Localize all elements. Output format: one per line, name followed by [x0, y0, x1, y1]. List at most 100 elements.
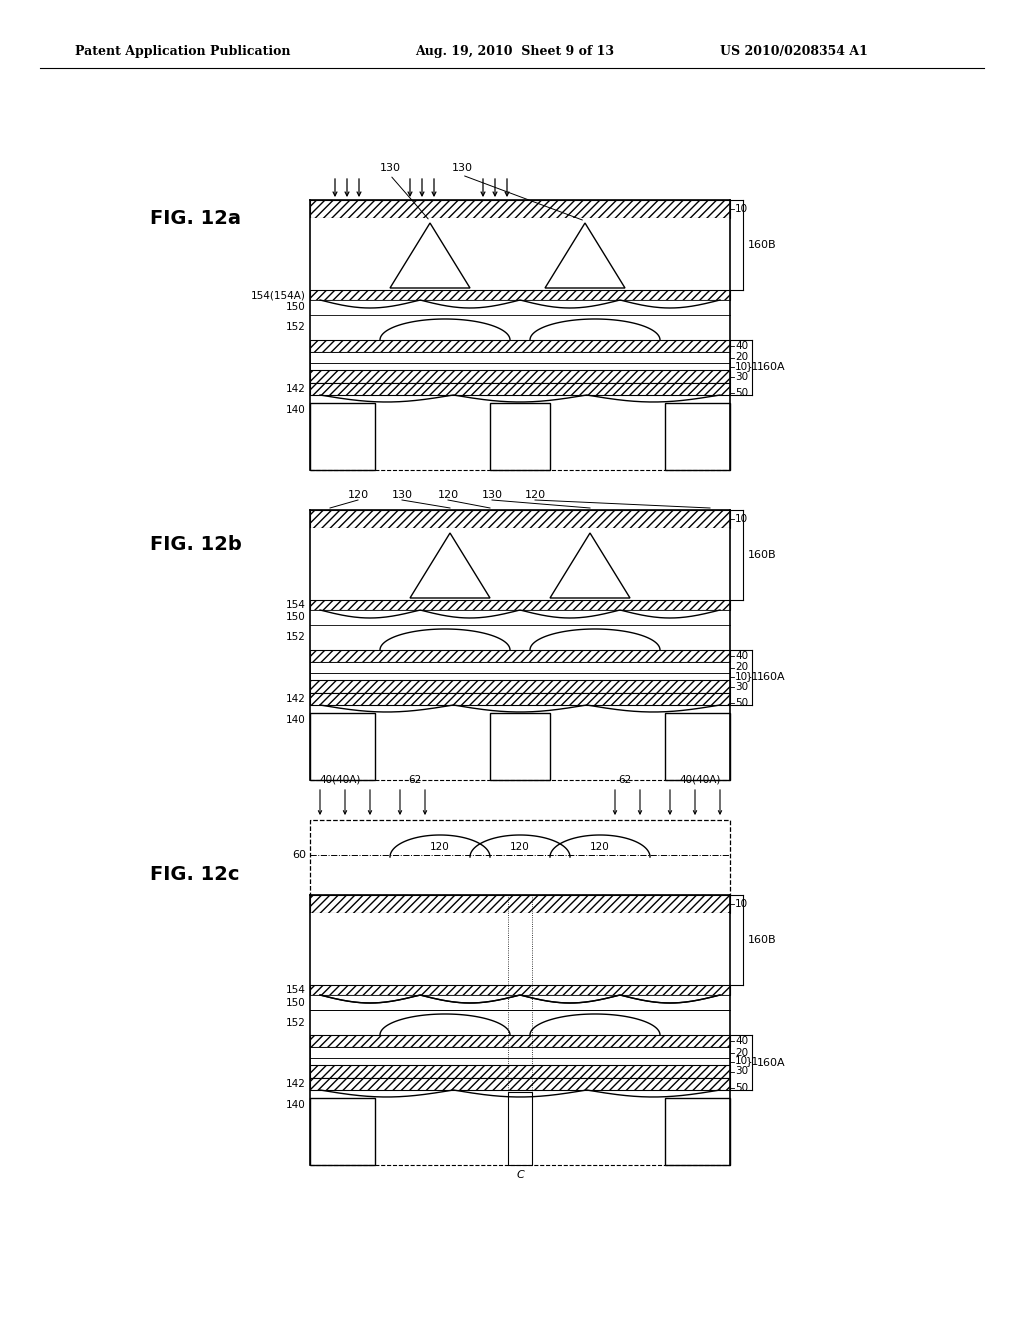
- Bar: [665, 1098, 730, 1166]
- Text: 152: 152: [286, 632, 306, 643]
- Text: 120: 120: [590, 842, 610, 851]
- Text: 120: 120: [524, 490, 546, 500]
- Bar: [665, 713, 730, 780]
- Bar: [310, 403, 375, 470]
- Bar: [310, 663, 730, 673]
- Text: FIG. 12c: FIG. 12c: [150, 866, 240, 884]
- Bar: [310, 528, 730, 601]
- Text: 154(154A): 154(154A): [251, 290, 306, 300]
- Text: 30: 30: [735, 1067, 749, 1077]
- Text: 60: 60: [292, 850, 306, 861]
- Text: 142: 142: [286, 1078, 306, 1089]
- Bar: [310, 913, 730, 985]
- Text: }1: }1: [746, 362, 759, 371]
- Bar: [310, 673, 730, 680]
- Text: 160A: 160A: [757, 1057, 785, 1068]
- Text: 150: 150: [287, 612, 306, 623]
- Bar: [310, 895, 730, 913]
- Text: 120: 120: [437, 490, 459, 500]
- Bar: [310, 995, 730, 1010]
- Text: 50: 50: [735, 388, 749, 399]
- Text: }1: }1: [746, 1056, 759, 1067]
- Text: Aug. 19, 2010  Sheet 9 of 13: Aug. 19, 2010 Sheet 9 of 13: [415, 45, 614, 58]
- Text: 130: 130: [452, 162, 472, 173]
- Bar: [310, 300, 730, 315]
- Text: 120: 120: [430, 842, 450, 851]
- Bar: [490, 403, 550, 470]
- Text: 50: 50: [735, 698, 749, 708]
- Text: 20: 20: [735, 352, 749, 363]
- Bar: [310, 218, 730, 290]
- Text: 140: 140: [287, 1100, 306, 1110]
- Text: 10: 10: [735, 672, 749, 681]
- Text: 10: 10: [735, 205, 749, 214]
- Text: 40: 40: [735, 341, 749, 351]
- Text: 130: 130: [380, 162, 400, 173]
- Bar: [508, 1092, 532, 1166]
- Text: 160A: 160A: [757, 672, 785, 682]
- Text: 120: 120: [510, 842, 529, 851]
- Text: 130: 130: [391, 490, 413, 500]
- Text: 30: 30: [735, 681, 749, 692]
- Bar: [310, 680, 730, 693]
- Text: Patent Application Publication: Patent Application Publication: [75, 45, 291, 58]
- Text: 120: 120: [347, 490, 369, 500]
- Bar: [310, 693, 730, 705]
- Text: C: C: [516, 1170, 524, 1180]
- Text: 130: 130: [481, 490, 503, 500]
- Text: 150: 150: [287, 998, 306, 1007]
- Text: FIG. 12b: FIG. 12b: [150, 536, 242, 554]
- Text: 160B: 160B: [748, 550, 776, 560]
- Text: 160B: 160B: [748, 935, 776, 945]
- Bar: [310, 985, 730, 995]
- Text: 10: 10: [735, 513, 749, 524]
- Text: 142: 142: [286, 694, 306, 704]
- Bar: [310, 624, 730, 649]
- Bar: [310, 370, 730, 383]
- Text: }1: }1: [746, 672, 759, 681]
- Text: 10: 10: [735, 899, 749, 909]
- Text: 30: 30: [735, 371, 749, 381]
- Text: 160A: 160A: [757, 363, 785, 372]
- Bar: [310, 713, 375, 780]
- Bar: [310, 1098, 375, 1166]
- Text: 10: 10: [735, 1056, 749, 1067]
- Bar: [310, 601, 730, 610]
- Bar: [310, 1010, 730, 1035]
- Text: 142: 142: [286, 384, 306, 393]
- Text: 40: 40: [735, 651, 749, 661]
- Bar: [310, 1065, 730, 1078]
- Text: 152: 152: [286, 322, 306, 333]
- Text: 40(40A): 40(40A): [319, 775, 360, 785]
- Text: 140: 140: [287, 405, 306, 414]
- Bar: [310, 820, 730, 895]
- Bar: [310, 1078, 730, 1090]
- Text: 10: 10: [735, 362, 749, 371]
- Bar: [310, 201, 730, 218]
- Bar: [310, 649, 730, 663]
- Bar: [665, 403, 730, 470]
- Text: 62: 62: [618, 775, 632, 785]
- Text: 152: 152: [286, 1018, 306, 1027]
- Bar: [310, 352, 730, 363]
- Text: 40: 40: [735, 1036, 749, 1045]
- Text: FIG. 12a: FIG. 12a: [150, 209, 241, 227]
- Bar: [310, 510, 730, 528]
- Text: 154: 154: [286, 601, 306, 610]
- Text: 40(40A): 40(40A): [679, 775, 721, 785]
- Text: 62: 62: [409, 775, 422, 785]
- Bar: [310, 290, 730, 300]
- Text: 20: 20: [735, 1048, 749, 1057]
- Bar: [310, 363, 730, 370]
- Text: 20: 20: [735, 663, 749, 672]
- Text: 160B: 160B: [748, 240, 776, 249]
- Text: 154: 154: [286, 985, 306, 995]
- Text: US 2010/0208354 A1: US 2010/0208354 A1: [720, 45, 868, 58]
- Text: 50: 50: [735, 1082, 749, 1093]
- Bar: [310, 341, 730, 352]
- Bar: [310, 315, 730, 341]
- Bar: [310, 383, 730, 395]
- Bar: [310, 610, 730, 624]
- Text: 150: 150: [287, 302, 306, 313]
- Text: 140: 140: [287, 715, 306, 725]
